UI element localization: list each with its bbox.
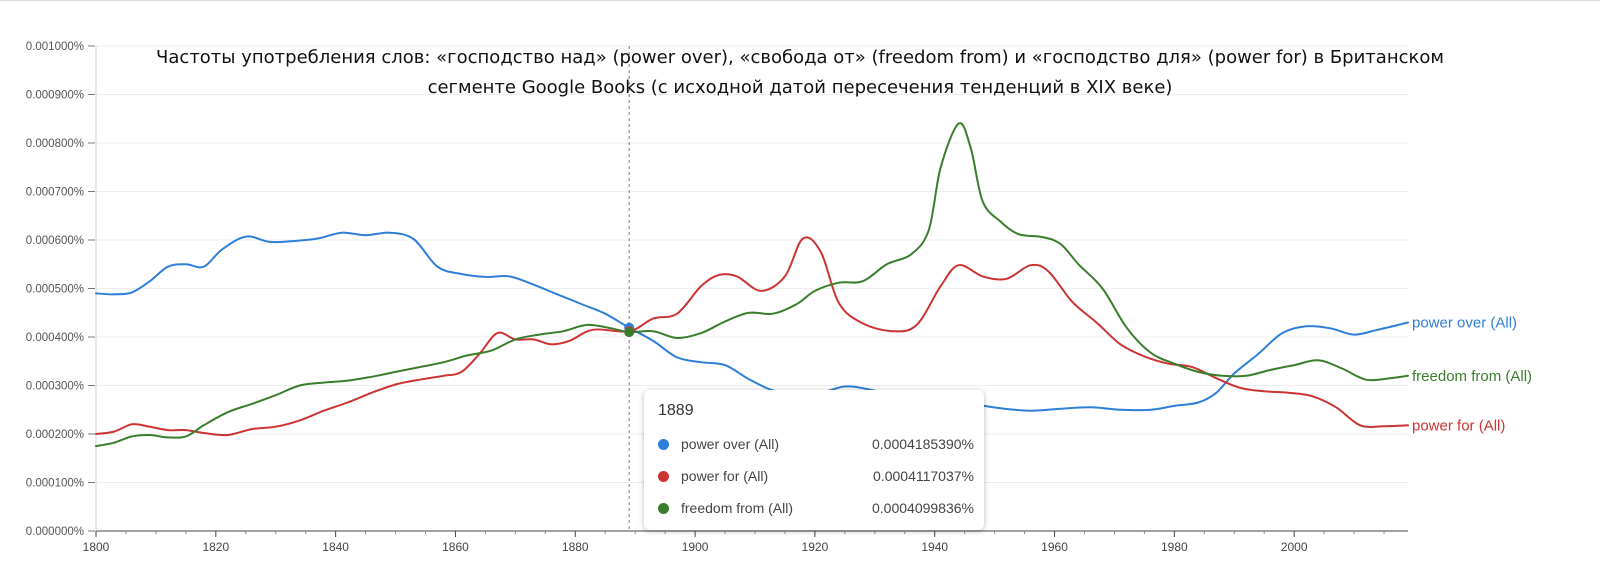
series-line-freedom-from-all <box>95 122 1409 448</box>
series-end-label: power for (All) <box>1412 417 1505 434</box>
x-tick-label: 1820 <box>202 540 229 554</box>
hover-marker <box>624 46 635 531</box>
tooltip-year: 1889 <box>658 402 694 419</box>
tooltip-row-freedom-from: freedom from (All) 0.0004099836% <box>658 498 974 520</box>
tooltip-dot-icon <box>658 471 669 482</box>
series-lines <box>95 122 1409 448</box>
x-tick-label: 1900 <box>682 540 709 554</box>
y-tick-label: 0.000500% <box>26 284 84 296</box>
tooltip-series-name: power for (All) <box>681 468 769 484</box>
chart-title-line-2: сегменте Google Books (с исходной датой … <box>427 77 1173 98</box>
series-end-label: freedom from (All) <box>1412 368 1532 385</box>
x-tick-label: 1980 <box>1161 540 1188 554</box>
tooltip-series-value: 0.0004185390% <box>872 436 974 452</box>
y-axis: 0.000000% 0.000100% 0.000200% 0.000300% 0.00… <box>26 41 95 538</box>
y-tick-label: 0.000800% <box>26 138 84 150</box>
tooltip-dot-icon <box>658 439 669 450</box>
x-tick-label: 1800 <box>83 540 110 554</box>
series-end-labels: power over (All) power for (All) freedom f… <box>1412 314 1532 434</box>
y-tick-label: 0.000400% <box>26 332 84 344</box>
chart-title-line-1: Частоты употребления слов: «господство н… <box>156 47 1444 68</box>
tooltip-series-name: power over (All) <box>681 436 780 452</box>
x-tick-label: 1940 <box>921 540 948 554</box>
tooltip-series-name: freedom from (All) <box>681 500 794 516</box>
y-tick-label: 0.000600% <box>26 235 84 247</box>
series-end-label: power over (All) <box>1412 314 1517 331</box>
y-tick-label: 0.000200% <box>26 429 84 441</box>
x-tick-label: 2000 <box>1281 540 1308 554</box>
x-tick-label: 1920 <box>802 540 829 554</box>
hover-point-freedom-from-all <box>624 327 635 338</box>
tooltip-dot-icon <box>658 503 669 514</box>
tooltip-row-power-over: power over (All) 0.0004185390% <box>658 434 974 456</box>
tooltip-series-value: 0.0004117037% <box>873 468 974 484</box>
y-tick-label: 0.000700% <box>26 187 84 199</box>
tooltip-row-power-for: power for (All) 0.0004117037% <box>658 466 974 488</box>
x-tick-label: 1860 <box>442 540 469 554</box>
y-tick-label: 0.000100% <box>26 478 84 490</box>
y-tick-label: 0.000300% <box>26 381 84 393</box>
x-tick-label: 1880 <box>562 540 589 554</box>
series-line-power-for-all <box>95 236 1409 437</box>
x-axis: 1800 1820 1840 1860 1880 1900 1920 1940 1960 1980… <box>83 46 1408 554</box>
y-tick-label: 0.000900% <box>26 90 84 102</box>
series-line-power-over-all <box>95 231 1409 412</box>
top-divider <box>0 0 1600 1</box>
grid-lines <box>96 45 1408 483</box>
x-tick-label: 1840 <box>322 540 349 554</box>
hover-tooltip: 1889 power over (All) 0.0004185390% powe… <box>644 390 984 530</box>
y-tick-label: 0.000000% <box>26 526 84 538</box>
x-tick-label: 1960 <box>1041 540 1068 554</box>
y-tick-label: 0.001000% <box>26 41 84 53</box>
tooltip-series-value: 0.0004099836% <box>872 500 974 516</box>
